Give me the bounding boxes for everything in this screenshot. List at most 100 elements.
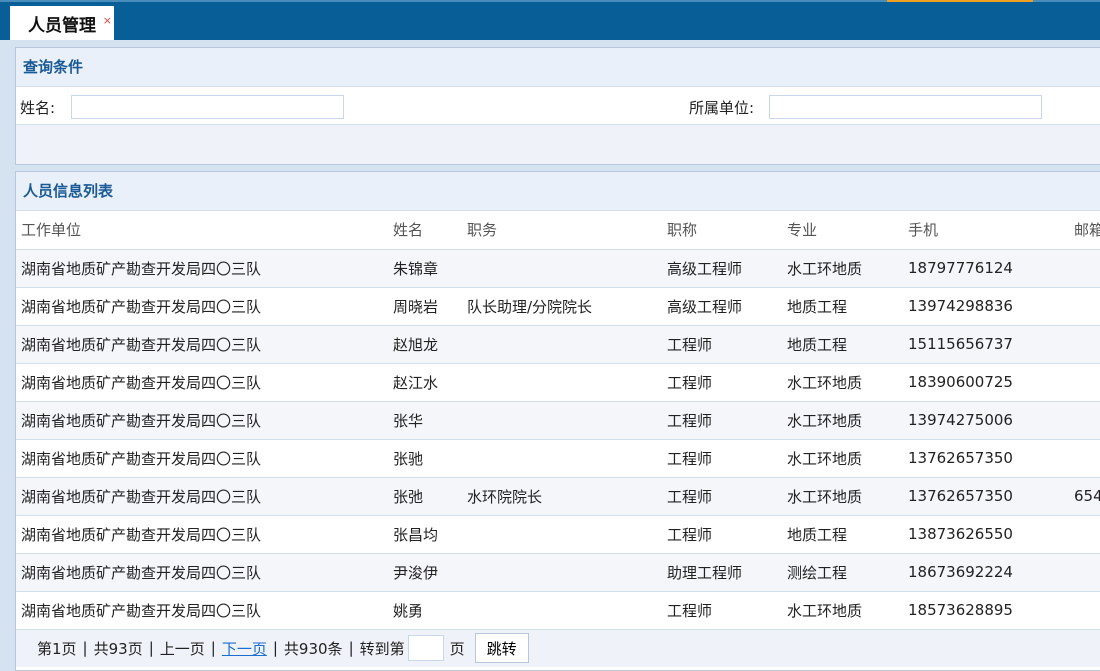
unit-input[interactable] xyxy=(769,95,1042,119)
table-cell: 水环院院长 xyxy=(462,477,662,516)
close-icon[interactable]: × xyxy=(102,14,112,27)
table-row[interactable]: 湖南省地质矿产勘查开发局四〇三队 张昌均 工程师 地质工程 13873626550 xyxy=(16,515,1100,554)
total-pages: 共93页 xyxy=(93,639,143,658)
table-cell: 水工环地质 xyxy=(782,591,903,630)
table-cell: 13873626550 xyxy=(903,515,1069,554)
table-cell: 张弛 xyxy=(388,477,462,516)
separator: | xyxy=(82,639,88,657)
table-row[interactable]: 湖南省地质矿产勘查开发局四〇三队 张弛 水环院院长 工程师 水工环地质 137626573… xyxy=(16,477,1100,516)
table-cell: 张华 xyxy=(388,401,462,440)
table-cell: 周晓岩 xyxy=(388,287,462,326)
table-cell: 15115656737 xyxy=(903,325,1069,364)
query-panel-title: 查询条件 xyxy=(16,48,1100,87)
table-cell: 水工环地质 xyxy=(782,439,903,478)
table-row[interactable]: 湖南省地质矿产勘查开发局四〇三队 周晓岩 队长助理/分院院长 高级工程师 地质工程 139… xyxy=(16,287,1100,326)
table-cell: 工程师 xyxy=(662,591,782,630)
tab-label: 人员管理 xyxy=(28,15,96,36)
table-cell xyxy=(462,363,662,402)
table-row[interactable]: 湖南省地质矿产勘查开发局四〇三队 朱锦章 高级工程师 水工环地质 18797776124 xyxy=(16,249,1100,288)
goto-label: 转到第 xyxy=(359,639,405,658)
table-cell: 地质工程 xyxy=(782,515,903,554)
table-cell: 湖南省地质矿产勘查开发局四〇三队 xyxy=(16,287,388,326)
table-cell: 工程师 xyxy=(662,325,782,364)
table-cell: 18573628895 xyxy=(903,591,1069,630)
list-panel: 人员信息列表 工作单位 姓名 职务 职称 专业 手机 邮箱 湖南省地质矿产勘查开发局四〇三队… xyxy=(15,171,1100,671)
table-cell xyxy=(462,249,662,288)
total-records: 共930条 xyxy=(283,639,343,658)
table-cell xyxy=(1069,553,1100,592)
table-cell xyxy=(462,401,662,440)
name-label: 姓名: xyxy=(20,99,56,117)
top-bar xyxy=(0,0,1100,40)
next-page-link[interactable]: 下一页 xyxy=(221,639,267,658)
table-cell: 湖南省地质矿产勘查开发局四〇三队 xyxy=(16,363,388,402)
table-cell: 地质工程 xyxy=(782,325,903,364)
table-cell: 水工环地质 xyxy=(782,401,903,440)
query-panel: 查询条件 姓名: 所属单位: xyxy=(15,47,1100,165)
table-cell: 工程师 xyxy=(662,363,782,402)
unit-label: 所属单位: xyxy=(689,99,755,117)
table-cell: 工程师 xyxy=(662,439,782,478)
table-cell: 13762657350 xyxy=(903,477,1069,516)
table-cell: 18797776124 xyxy=(903,249,1069,288)
table-row[interactable]: 湖南省地质矿产勘查开发局四〇三队 赵旭龙 工程师 地质工程 15115656737 xyxy=(16,325,1100,364)
table-cell xyxy=(462,553,662,592)
goto-page-input[interactable] xyxy=(407,635,444,661)
table-cell: 高级工程师 xyxy=(662,249,782,288)
table-row[interactable]: 湖南省地质矿产勘查开发局四〇三队 张华 工程师 水工环地质 13974275006 xyxy=(16,401,1100,440)
table-row[interactable]: 湖南省地质矿产勘查开发局四〇三队 张驰 工程师 水工环地质 13762657350 xyxy=(16,439,1100,478)
table-cell: 赵江水 xyxy=(388,363,462,402)
table-cell xyxy=(1069,515,1100,554)
table-cell: 18673692224 xyxy=(903,553,1069,592)
column-header: 专业 xyxy=(782,211,903,250)
table-cell xyxy=(462,439,662,478)
pagination: 第1页 | 共93页 | 上一页 | 下一页 | 共930条 | 转到第 页 跳转 xyxy=(16,629,1100,667)
table-cell: 高级工程师 xyxy=(662,287,782,326)
current-page: 第1页 xyxy=(37,639,77,658)
table-cell: 水工环地质 xyxy=(782,249,903,288)
table-cell: 湖南省地质矿产勘查开发局四〇三队 xyxy=(16,249,388,288)
personnel-table: 工作单位 姓名 职务 职称 专业 手机 邮箱 湖南省地质矿产勘查开发局四〇三队 朱锦章 高级工程… xyxy=(16,211,1100,630)
table-cell: 湖南省地质矿产勘查开发局四〇三队 xyxy=(16,591,388,630)
column-header: 职务 xyxy=(462,211,662,250)
table-cell: 张驰 xyxy=(388,439,462,478)
table-cell: 测绘工程 xyxy=(782,553,903,592)
table-cell xyxy=(462,325,662,364)
table-cell: 朱锦章 xyxy=(388,249,462,288)
table-cell: 助理工程师 xyxy=(662,553,782,592)
table-cell: 张昌均 xyxy=(388,515,462,554)
table-cell xyxy=(1069,591,1100,630)
jump-button[interactable]: 跳转 xyxy=(474,633,529,663)
table-cell xyxy=(1069,401,1100,440)
table-cell: 水工环地质 xyxy=(782,363,903,402)
table-cell: 湖南省地质矿产勘查开发局四〇三队 xyxy=(16,325,388,364)
column-header: 姓名 xyxy=(388,211,462,250)
query-actions-area xyxy=(16,125,1100,164)
table-cell: 18390600725 xyxy=(903,363,1069,402)
table-row[interactable]: 湖南省地质矿产勘查开发局四〇三队 尹浚伊 助理工程师 测绘工程 18673692224 xyxy=(16,553,1100,592)
name-input[interactable] xyxy=(71,95,344,119)
table-cell: 工程师 xyxy=(662,401,782,440)
table-cell: 工程师 xyxy=(662,515,782,554)
tab-personnel-management[interactable]: 人员管理 × xyxy=(10,6,114,40)
table-cell: 工程师 xyxy=(662,477,782,516)
table-cell: 13974275006 xyxy=(903,401,1069,440)
table-cell xyxy=(1069,363,1100,402)
prev-page[interactable]: 上一页 xyxy=(159,639,205,658)
table-cell: 湖南省地质矿产勘查开发局四〇三队 xyxy=(16,477,388,516)
table-cell: 湖南省地质矿产勘查开发局四〇三队 xyxy=(16,553,388,592)
table-cell: 队长助理/分院院长 xyxy=(462,287,662,326)
table-cell xyxy=(1069,287,1100,326)
table-cell xyxy=(1069,439,1100,478)
table-cell: 13974298836 xyxy=(903,287,1069,326)
table-cell: 13762657350 xyxy=(903,439,1069,478)
column-header: 工作单位 xyxy=(16,211,388,250)
table-row[interactable]: 湖南省地质矿产勘查开发局四〇三队 姚勇 工程师 水工环地质 18573628895 xyxy=(16,591,1100,630)
table-row[interactable]: 湖南省地质矿产勘查开发局四〇三队 赵江水 工程师 水工环地质 18390600725 xyxy=(16,363,1100,402)
table-cell xyxy=(462,515,662,554)
separator: | xyxy=(272,639,278,657)
table-cell: 姚勇 xyxy=(388,591,462,630)
table-cell: 尹浚伊 xyxy=(388,553,462,592)
separator: | xyxy=(148,639,154,657)
list-panel-title: 人员信息列表 xyxy=(16,172,1100,211)
